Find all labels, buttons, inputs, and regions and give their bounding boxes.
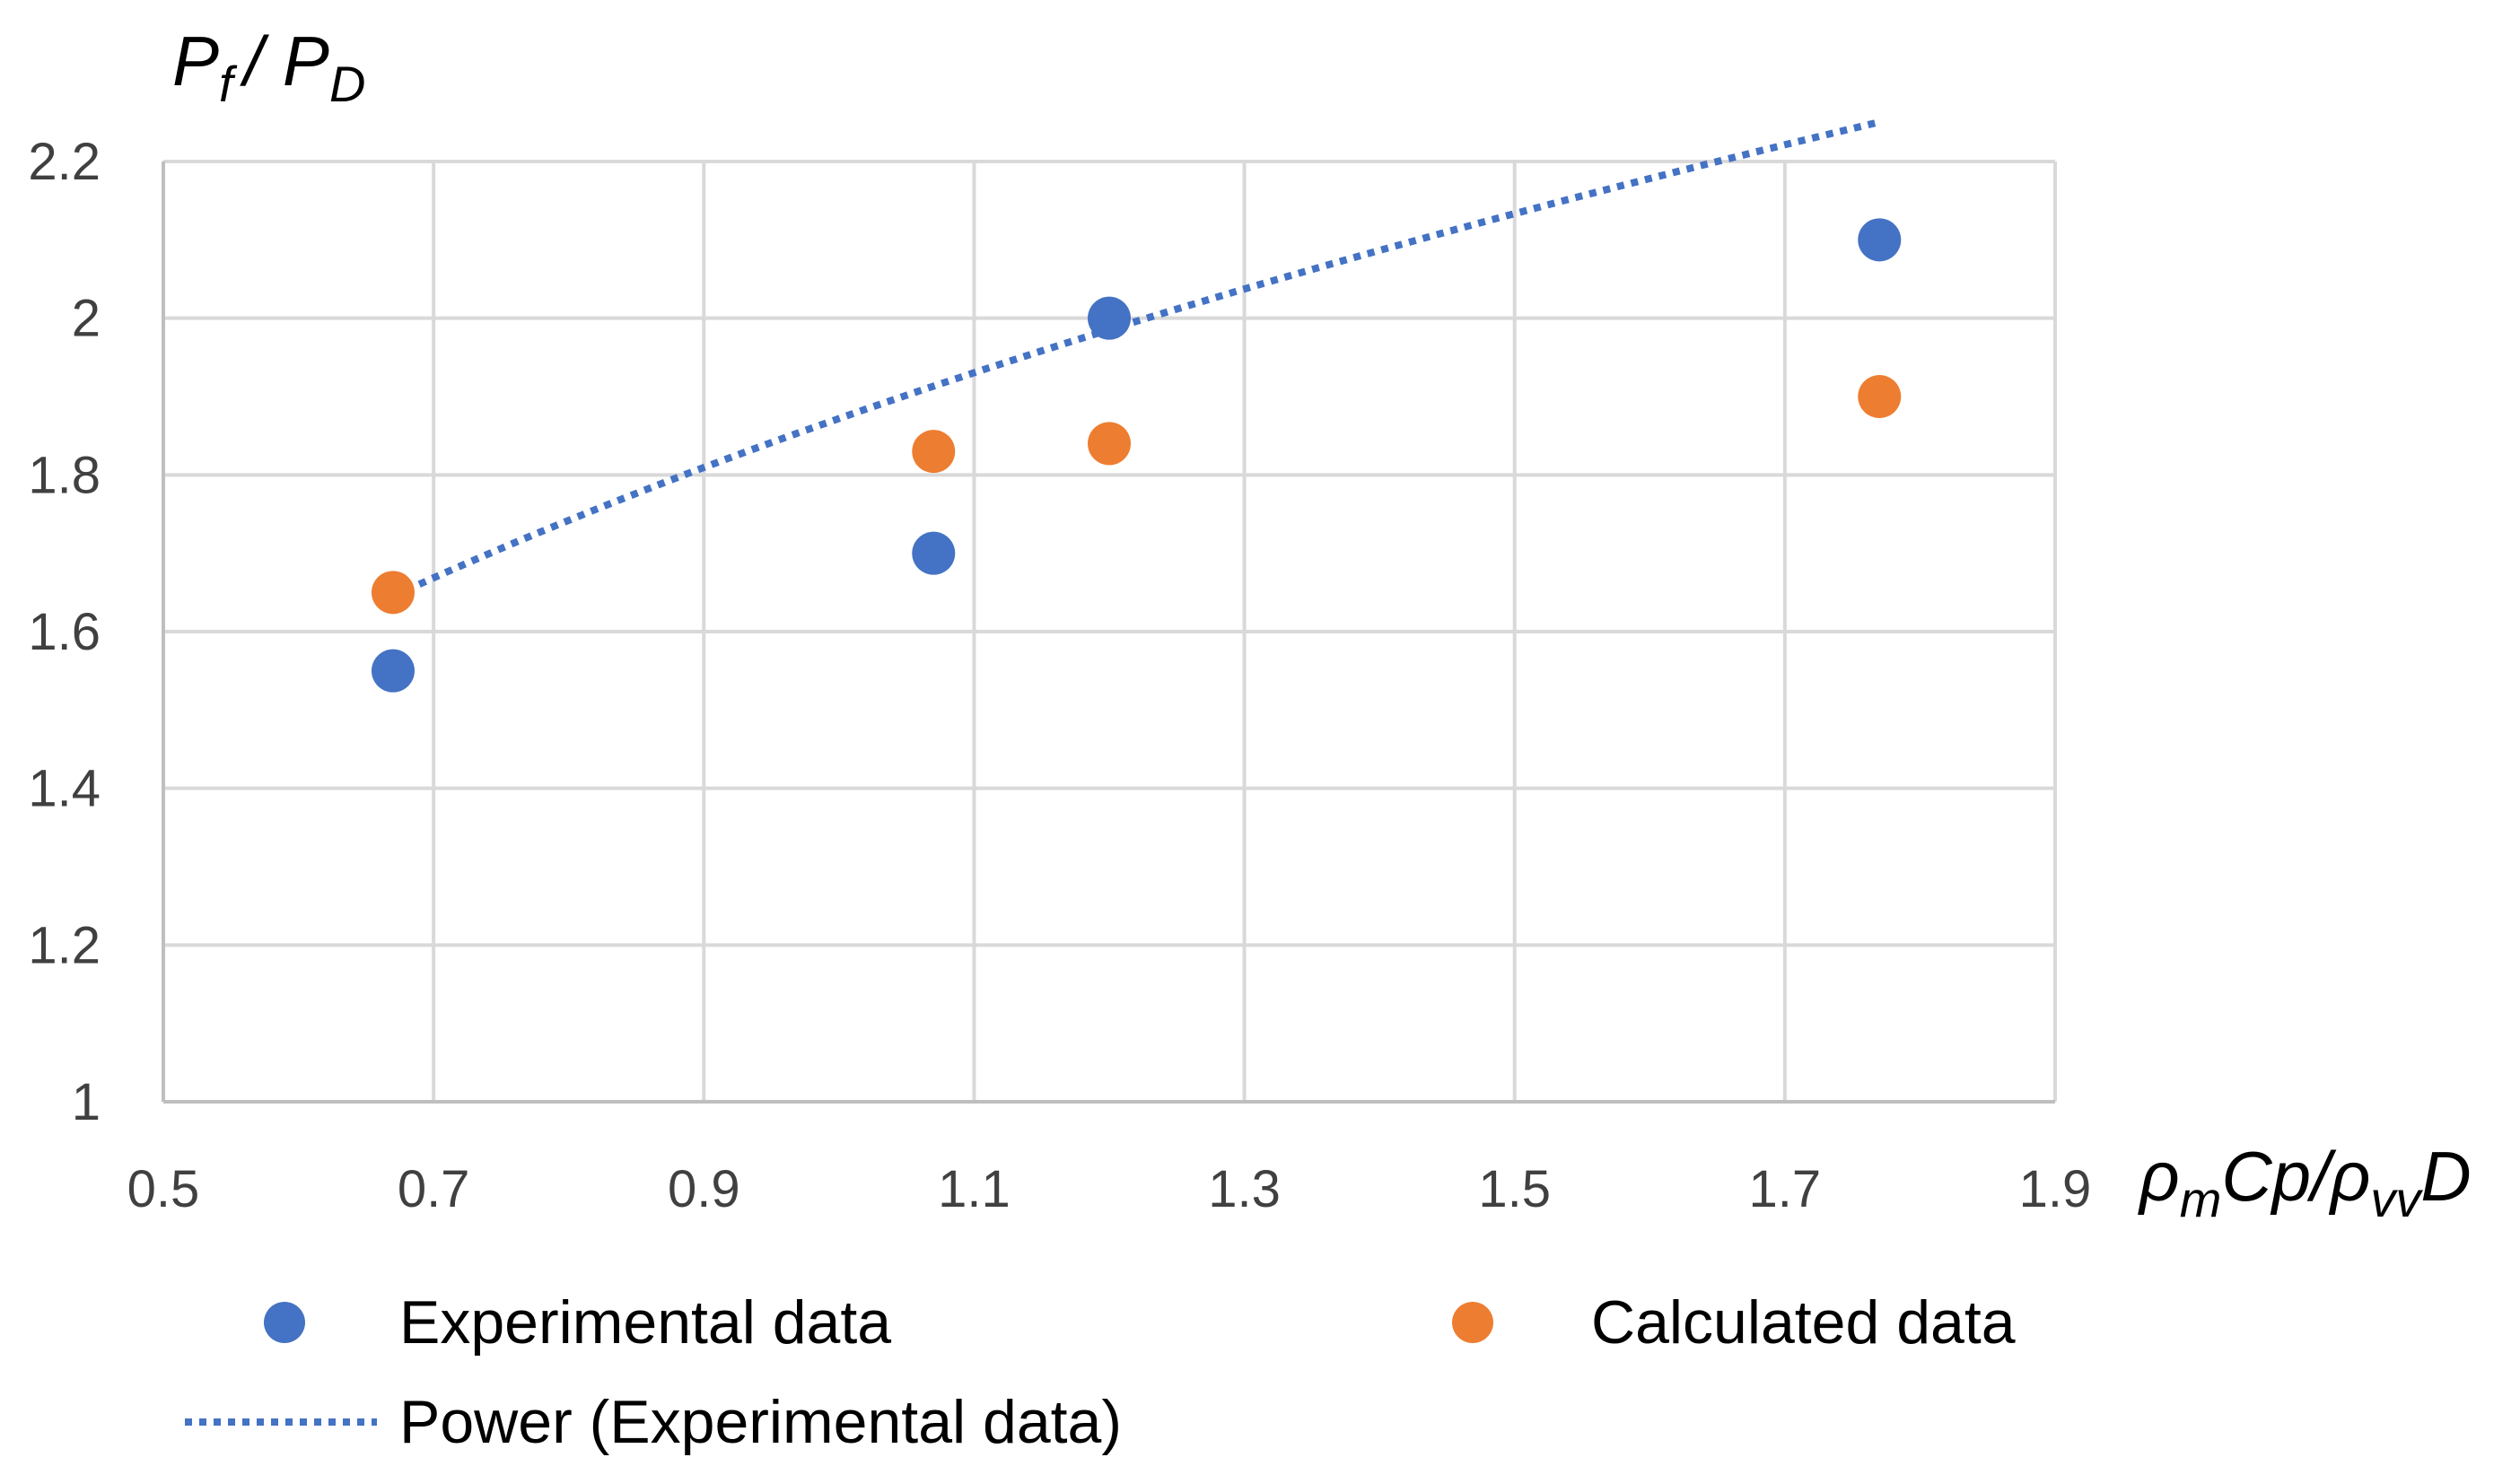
- x-axis-title-p1: ρ: [2138, 1137, 2180, 1216]
- power-trendline: [391, 118, 1881, 600]
- calculated-data-point: [912, 430, 956, 474]
- x-axis-title-p3: D: [2420, 1137, 2471, 1216]
- legend: Experimental data Calculated data Power …: [185, 1288, 2016, 1456]
- legend-marker-experimental: [264, 1302, 305, 1343]
- experimental-data-point: [371, 649, 415, 693]
- trendline-group: [391, 118, 1881, 600]
- x-axis-title-s2: vv: [2370, 1171, 2423, 1227]
- x-tick-label: 0.9: [668, 1160, 740, 1218]
- calculated-data-point: [1858, 375, 1902, 418]
- calculated-data-point: [1088, 422, 1131, 466]
- y-tick-label: 1.8: [28, 446, 101, 504]
- grid-lines: [163, 160, 2057, 1102]
- y-axis-title-mid: / P: [240, 22, 329, 100]
- legend-label-experimental: Experimental data: [399, 1288, 891, 1357]
- experimental-data-point: [912, 531, 956, 575]
- y-tick-labels: 1 1.2 1.4 1.6 1.8 2 2.2: [28, 133, 101, 1131]
- calculated-data-point: [371, 571, 415, 615]
- legend-label-trendline: Power (Experimental data): [399, 1388, 1122, 1456]
- x-axis-title-p2: Cp/ρ: [2221, 1137, 2370, 1216]
- y-tick-label: 2.2: [28, 133, 101, 191]
- x-axis-title: ρmCp/ρvvD: [2138, 1137, 2472, 1227]
- x-tick-label: 0.5: [127, 1160, 200, 1218]
- x-axis-title-s1: m: [2180, 1171, 2222, 1227]
- y-axis-title-sub2: D: [329, 56, 365, 112]
- x-tick-label: 1.5: [1478, 1160, 1551, 1218]
- legend-marker-calculated: [1452, 1302, 1493, 1343]
- y-axis-title: Pf / PD: [172, 22, 365, 112]
- y-tick-label: 1: [72, 1073, 101, 1131]
- axes: [162, 161, 2055, 1104]
- experimental-data-point: [1088, 296, 1131, 340]
- x-tick-label: 1.3: [1208, 1160, 1281, 1218]
- x-tick-label: 1.7: [1749, 1160, 1822, 1218]
- x-tick-label: 0.7: [398, 1160, 470, 1218]
- x-tick-label: 1.9: [2019, 1160, 2092, 1218]
- y-axis-title-sub1: f: [219, 56, 238, 112]
- y-axis-title-main: P: [172, 22, 219, 100]
- y-tick-label: 2: [72, 290, 101, 348]
- experimental-data-point: [1858, 218, 1902, 262]
- data-points: [371, 218, 1902, 693]
- x-tick-label: 1.1: [938, 1160, 1011, 1218]
- legend-label-calculated: Calculated data: [1591, 1288, 2016, 1357]
- y-tick-label: 1.4: [28, 760, 101, 818]
- x-tick-labels: 0.5 0.7 0.9 1.1 1.3 1.5 1.7 1.9: [127, 1160, 2092, 1218]
- y-tick-label: 1.2: [28, 916, 101, 974]
- y-tick-label: 1.6: [28, 603, 101, 661]
